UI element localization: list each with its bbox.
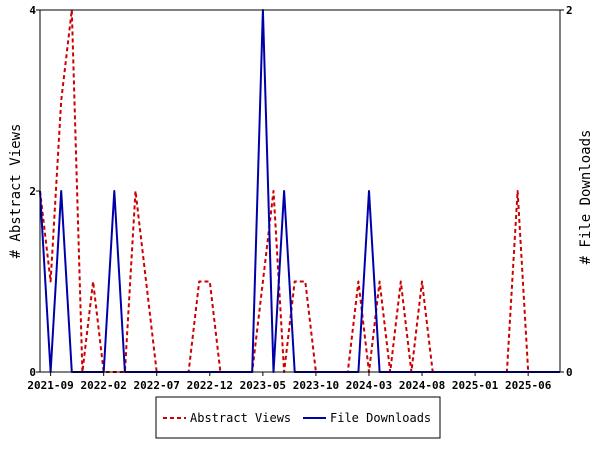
x-tick-label: 2022-12 [187,379,233,392]
axis-ticks [36,9,564,376]
legend-box [155,396,441,439]
x-tick-label: 2025-01 [452,379,499,392]
legend-label-abstract-views: Abstract Views [190,411,291,425]
x-tick-label: 2024-03 [346,379,392,392]
y-right-tick-label: 0 [566,366,573,379]
y-axis-right-title: # File Downloads [578,130,594,265]
legend: Abstract Views File Downloads [155,396,441,439]
tick-labels: 2021-09 2022-02 2022-07 2022-12 2023-05 2023-… [27,4,572,392]
y-left-tick-label: 4 [29,4,36,17]
x-tick-label: 2023-10 [293,379,339,392]
x-tick-label: 2023-05 [240,379,286,392]
x-tick-label: 2025-06 [505,379,552,392]
y-left-tick-label: 0 [29,366,36,379]
legend-label-file-downloads: File Downloads [330,411,431,425]
y-right-tick-label: 2 [566,4,573,17]
y-axis-left-title: # Abstract Views [8,124,24,259]
x-tick-label: 2022-07 [134,379,180,392]
x-tick-label: 2022-02 [80,379,126,392]
y-left-tick-label: 2 [29,185,36,198]
x-tick-label: 2024-08 [399,379,445,392]
x-tick-label: 2021-09 [27,379,73,392]
